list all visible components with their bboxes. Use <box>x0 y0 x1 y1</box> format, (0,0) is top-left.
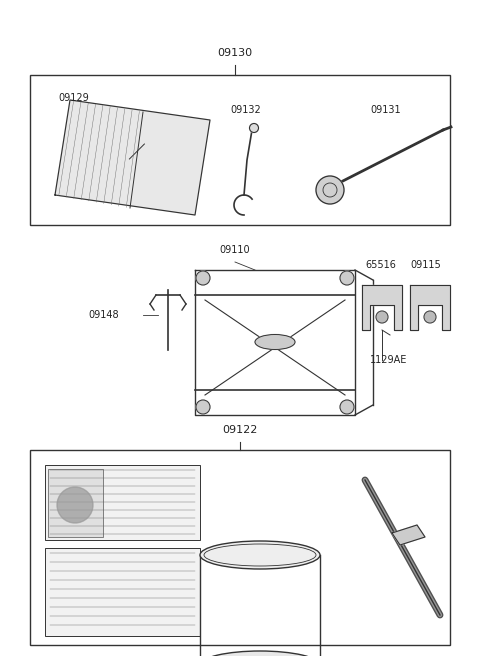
Ellipse shape <box>200 541 320 569</box>
Ellipse shape <box>255 335 295 350</box>
Circle shape <box>376 311 388 323</box>
Text: 65516: 65516 <box>365 260 396 270</box>
Circle shape <box>250 123 259 133</box>
Circle shape <box>196 400 210 414</box>
Text: 1129AE: 1129AE <box>370 355 408 365</box>
Text: 09115: 09115 <box>410 260 441 270</box>
Circle shape <box>196 271 210 285</box>
Circle shape <box>340 400 354 414</box>
Text: 09122: 09122 <box>222 425 258 435</box>
Circle shape <box>340 271 354 285</box>
Bar <box>45 548 200 636</box>
Circle shape <box>316 176 344 204</box>
Bar <box>30 450 450 645</box>
Circle shape <box>424 311 436 323</box>
Circle shape <box>57 487 93 523</box>
Ellipse shape <box>200 651 320 656</box>
Bar <box>30 75 450 225</box>
Text: 09132: 09132 <box>230 105 261 115</box>
Text: 09148: 09148 <box>88 310 119 320</box>
Text: 09129: 09129 <box>58 93 89 103</box>
Polygon shape <box>392 525 425 545</box>
Polygon shape <box>55 100 210 215</box>
Text: 09110: 09110 <box>220 245 250 255</box>
Polygon shape <box>410 285 450 330</box>
Polygon shape <box>362 285 402 330</box>
Text: 09130: 09130 <box>217 48 252 58</box>
Text: 09131: 09131 <box>370 105 401 115</box>
Bar <box>48 469 103 537</box>
Bar <box>45 465 200 540</box>
